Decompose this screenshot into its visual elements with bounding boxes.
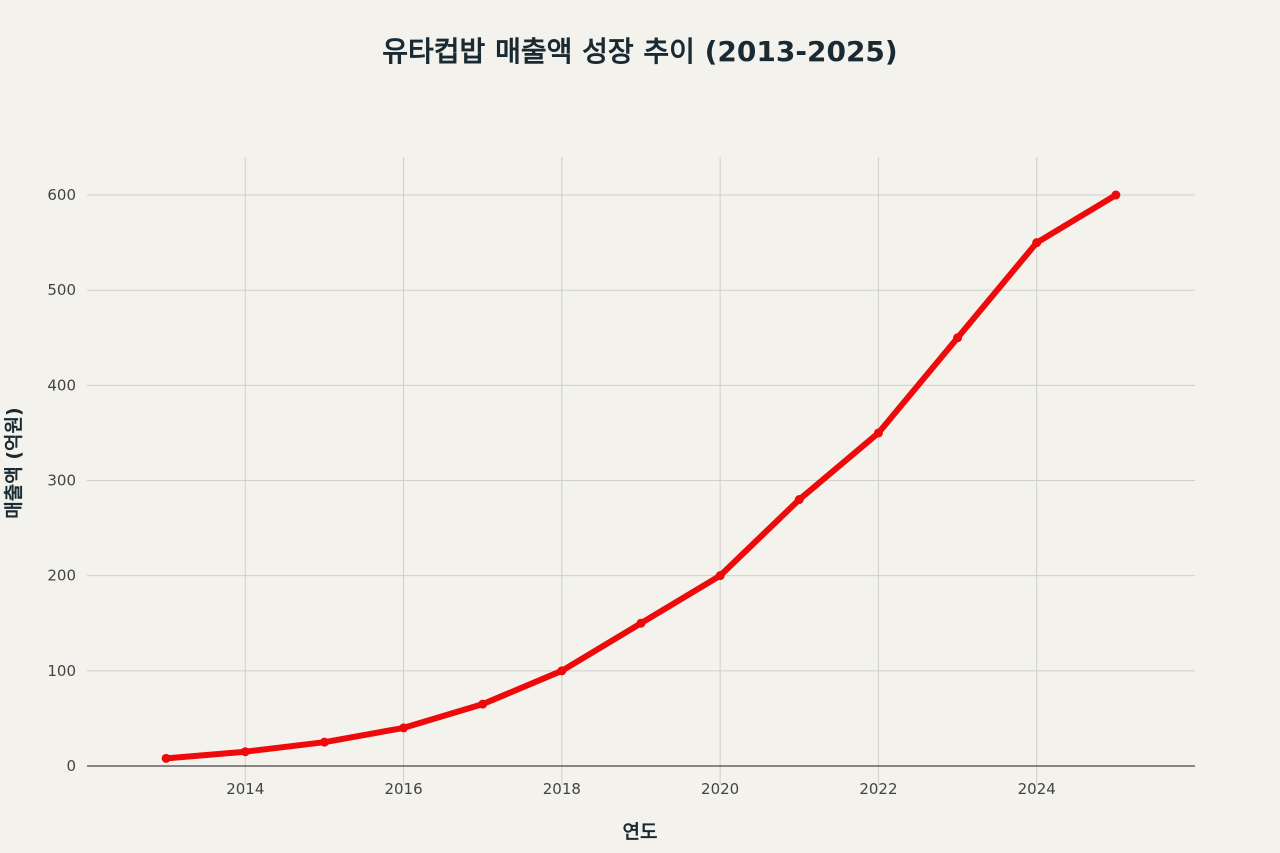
data-point xyxy=(478,699,488,709)
y-tick-label: 300 xyxy=(47,472,76,490)
chart-title: 유타컵밥 매출액 성장 추이 (2013-2025) xyxy=(382,35,898,68)
y-tick-label: 200 xyxy=(47,567,76,585)
y-axis-title: 매출액 (억원) xyxy=(3,407,25,518)
data-point xyxy=(1032,238,1042,248)
series-lines xyxy=(163,192,1119,762)
data-point xyxy=(715,571,725,581)
data-point xyxy=(399,723,409,733)
series-line xyxy=(163,192,1119,762)
x-axis-title: 연도 xyxy=(623,821,658,843)
x-tick-label: 2022 xyxy=(859,780,897,798)
data-point xyxy=(240,747,250,757)
data-point xyxy=(319,737,329,747)
x-tick-label: 2024 xyxy=(1018,780,1056,798)
data-point xyxy=(636,618,646,628)
y-tick-label: 100 xyxy=(47,662,76,680)
y-tick-label: 400 xyxy=(47,376,76,394)
x-tick-label: 2018 xyxy=(543,780,581,798)
y-tick-label: 600 xyxy=(47,186,76,204)
x-tick-label: 2016 xyxy=(384,780,422,798)
grid-lines xyxy=(87,157,1195,785)
data-point xyxy=(953,333,963,343)
tick-labels: 2014 2016 2018 2020 2022 2024 0 100 200 300 400 500… xyxy=(47,186,1055,798)
y-tick-label: 500 xyxy=(47,281,76,299)
y-tick-label: 0 xyxy=(66,757,76,775)
x-tick-label: 2020 xyxy=(701,780,739,798)
data-point xyxy=(1111,190,1121,200)
data-point xyxy=(161,753,171,763)
data-point xyxy=(794,495,804,505)
x-tick-label: 2014 xyxy=(226,780,264,798)
data-point xyxy=(557,666,567,676)
series-points xyxy=(161,190,1121,763)
data-point xyxy=(873,428,883,438)
